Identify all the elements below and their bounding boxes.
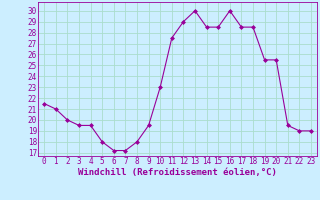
X-axis label: Windchill (Refroidissement éolien,°C): Windchill (Refroidissement éolien,°C) xyxy=(78,168,277,177)
